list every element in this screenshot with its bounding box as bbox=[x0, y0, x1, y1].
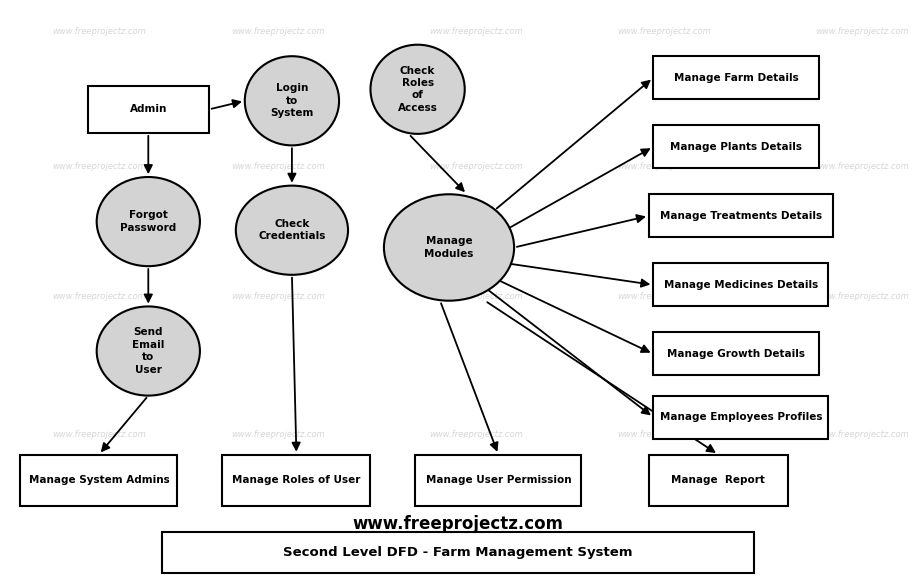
Text: www.freeprojectz.com: www.freeprojectz.com bbox=[617, 430, 712, 439]
Text: www.freeprojectz.com: www.freeprojectz.com bbox=[617, 27, 712, 36]
Ellipse shape bbox=[384, 194, 514, 301]
Text: Login
to
System: Login to System bbox=[270, 83, 313, 118]
Text: Forgot
Password: Forgot Password bbox=[120, 210, 177, 233]
Text: Manage Employees Profiles: Manage Employees Profiles bbox=[660, 412, 822, 422]
Text: www.freeprojectz.com: www.freeprojectz.com bbox=[52, 27, 146, 36]
Text: www.freeprojectz.com: www.freeprojectz.com bbox=[815, 292, 909, 301]
Text: www.freeprojectz.com: www.freeprojectz.com bbox=[353, 515, 563, 532]
FancyBboxPatch shape bbox=[653, 332, 819, 376]
Text: Manage Medicines Details: Manage Medicines Details bbox=[664, 280, 818, 290]
Text: Second Level DFD - Farm Management System: Second Level DFD - Farm Management Syste… bbox=[283, 546, 633, 559]
Text: Manage  Report: Manage Report bbox=[671, 475, 765, 485]
FancyBboxPatch shape bbox=[88, 86, 209, 133]
Text: www.freeprojectz.com: www.freeprojectz.com bbox=[52, 163, 146, 171]
FancyBboxPatch shape bbox=[653, 56, 819, 99]
Text: Manage Treatments Details: Manage Treatments Details bbox=[660, 211, 822, 221]
Text: Manage
Modules: Manage Modules bbox=[424, 237, 474, 259]
Text: www.freeprojectz.com: www.freeprojectz.com bbox=[232, 27, 325, 36]
Text: www.freeprojectz.com: www.freeprojectz.com bbox=[617, 292, 712, 301]
FancyBboxPatch shape bbox=[653, 125, 819, 168]
Ellipse shape bbox=[370, 45, 464, 134]
FancyBboxPatch shape bbox=[162, 532, 754, 572]
Ellipse shape bbox=[245, 56, 339, 146]
Text: Admin: Admin bbox=[129, 104, 167, 114]
Text: www.freeprojectz.com: www.freeprojectz.com bbox=[232, 430, 325, 439]
FancyBboxPatch shape bbox=[649, 454, 788, 507]
Text: Check
Roles
of
Access: Check Roles of Access bbox=[398, 66, 438, 113]
FancyBboxPatch shape bbox=[653, 396, 828, 438]
Ellipse shape bbox=[235, 185, 348, 275]
Text: Check
Credentials: Check Credentials bbox=[258, 219, 325, 241]
Text: Manage Growth Details: Manage Growth Details bbox=[667, 349, 805, 359]
Text: www.freeprojectz.com: www.freeprojectz.com bbox=[232, 292, 325, 301]
Text: www.freeprojectz.com: www.freeprojectz.com bbox=[815, 430, 909, 439]
Text: www.freeprojectz.com: www.freeprojectz.com bbox=[429, 27, 523, 36]
Text: www.freeprojectz.com: www.freeprojectz.com bbox=[617, 163, 712, 171]
Text: www.freeprojectz.com: www.freeprojectz.com bbox=[429, 163, 523, 171]
Text: Manage Plants Details: Manage Plants Details bbox=[671, 142, 802, 152]
Text: Manage Farm Details: Manage Farm Details bbox=[674, 73, 799, 83]
Text: www.freeprojectz.com: www.freeprojectz.com bbox=[429, 292, 523, 301]
FancyBboxPatch shape bbox=[649, 194, 833, 237]
FancyBboxPatch shape bbox=[653, 264, 828, 306]
Text: www.freeprojectz.com: www.freeprojectz.com bbox=[52, 430, 146, 439]
Text: Send
Email
to
User: Send Email to User bbox=[132, 328, 165, 375]
Text: www.freeprojectz.com: www.freeprojectz.com bbox=[815, 27, 909, 36]
FancyBboxPatch shape bbox=[20, 454, 178, 507]
Ellipse shape bbox=[97, 306, 200, 396]
FancyBboxPatch shape bbox=[415, 454, 582, 507]
Text: www.freeprojectz.com: www.freeprojectz.com bbox=[815, 163, 909, 171]
Text: Manage System Admins: Manage System Admins bbox=[28, 475, 169, 485]
Ellipse shape bbox=[97, 177, 200, 266]
Text: www.freeprojectz.com: www.freeprojectz.com bbox=[429, 430, 523, 439]
Text: Manage User Permission: Manage User Permission bbox=[426, 475, 572, 485]
Text: www.freeprojectz.com: www.freeprojectz.com bbox=[232, 163, 325, 171]
FancyBboxPatch shape bbox=[223, 454, 370, 507]
Text: Manage Roles of User: Manage Roles of User bbox=[233, 475, 361, 485]
Text: www.freeprojectz.com: www.freeprojectz.com bbox=[52, 292, 146, 301]
